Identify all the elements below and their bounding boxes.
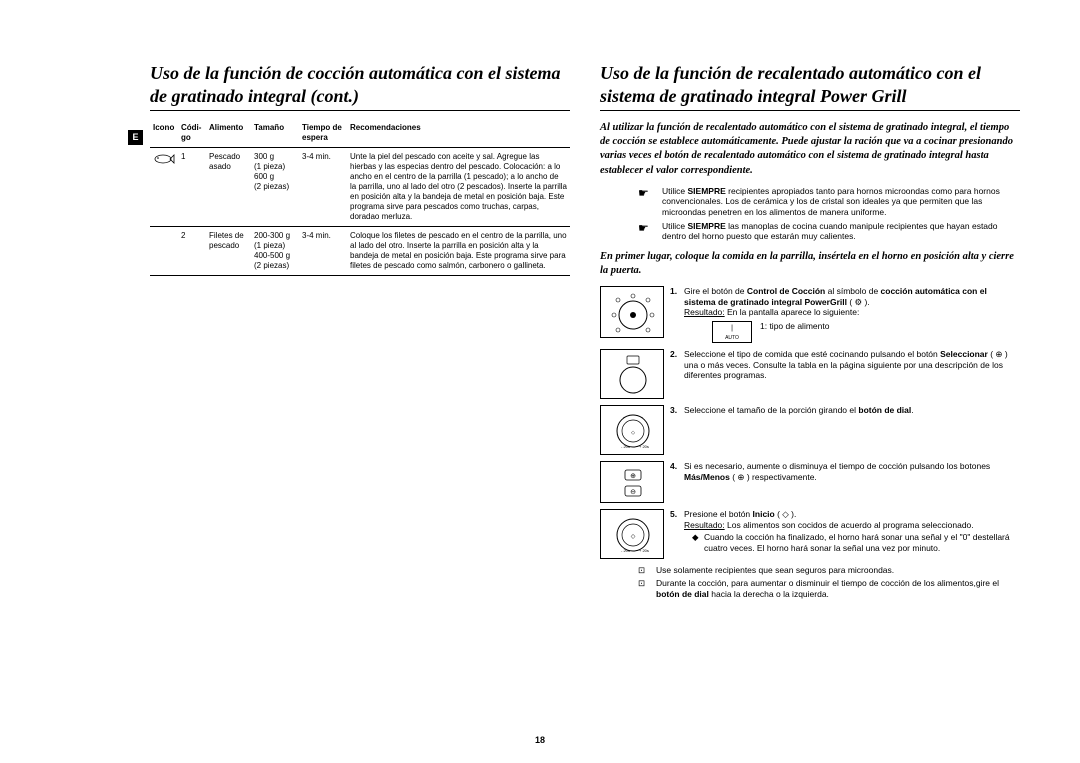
note-symbol-icon: ⊡ — [638, 578, 656, 600]
diamond-icon: ◆ — [692, 532, 704, 553]
th-recomendaciones: Recomendaciones — [347, 121, 570, 148]
cell-time: 3-4 min. — [299, 148, 347, 227]
warning-bullets: ☛ Utilice SIEMPRE recipientes apropiados… — [638, 186, 1020, 242]
table-row: 1 Pescado asado 300 g (1 pieza) 600 g (2… — [150, 148, 570, 227]
note-text: Use solamente recipientes que sean segur… — [656, 565, 1020, 576]
step-row: ◇ - 20s + 20s 3. Seleccione el tamaño de… — [600, 405, 1020, 455]
svg-text:◇: ◇ — [631, 534, 636, 540]
language-tab: E — [128, 130, 143, 145]
cell-food: Pescado asado — [206, 148, 251, 227]
th-icono: Icono — [150, 121, 178, 148]
right-column: Uso de la función de recalentado automát… — [600, 62, 1020, 602]
footer-notes: ⊡ Use solamente recipientes que sean seg… — [638, 565, 1020, 600]
step-illustration: ◇ - 20s + 20s — [600, 509, 670, 559]
steps-list: 1. Gire el botón de Control de Cocción a… — [600, 286, 1020, 559]
sub-bullet: ◆ Cuando la cocción ha finalizado, el ho… — [692, 532, 1020, 553]
cell-icon — [150, 148, 178, 227]
th-alimento: Alimento — [206, 121, 251, 148]
cell-time: 3-4 min. — [299, 227, 347, 276]
step-row: 2. Seleccione el tipo de comida que esté… — [600, 349, 1020, 399]
svg-text:⊕: ⊕ — [630, 473, 636, 480]
svg-text:◇: ◇ — [631, 430, 635, 436]
intro2-paragraph: En primer lugar, coloque la comida en la… — [600, 250, 1020, 278]
note-text: Durante la cocción, para aumentar o dism… — [656, 578, 1020, 600]
cell-food: Filetes de pescado — [206, 227, 251, 276]
bullet-text: Utilice SIEMPRE las manoplas de cocina c… — [662, 221, 1020, 242]
hand-right-icon: ☛ — [638, 186, 662, 218]
cell-icon — [150, 227, 178, 276]
step-illustration: ◇ - 20s + 20s — [600, 405, 670, 455]
right-section-title: Uso de la función de recalentado automát… — [600, 62, 1020, 111]
start-dial-icon: ◇ - 20s + 20s — [605, 514, 661, 556]
step-illustration — [600, 286, 670, 343]
table-row: 2 Filetes de pescado 200-300 g (1 pieza)… — [150, 227, 570, 276]
step-text: Gire el botón de Control de Cocción al s… — [684, 286, 1020, 343]
step-illustration — [600, 349, 670, 399]
svg-text:- 20s: - 20s — [621, 548, 630, 553]
note-item: ⊡ Use solamente recipientes que sean seg… — [638, 565, 1020, 576]
page-number: 18 — [0, 735, 1080, 745]
step-text: Seleccione el tipo de comida que esté co… — [684, 349, 1020, 399]
step-number: 3. — [670, 405, 684, 455]
button-illustration-icon — [605, 354, 661, 396]
cooking-table: Icono Códi-go Alimento Tamaño Tiempo de … — [150, 121, 570, 276]
step-text: Si es necesario, aumente o disminuya el … — [684, 461, 1020, 503]
cell-size: 200-300 g (1 pieza) 400-500 g (2 piezas) — [251, 227, 299, 276]
dial-icon — [604, 290, 662, 336]
note-item: ⊡ Durante la cocción, para aumentar o di… — [638, 578, 1020, 600]
svg-text:+ 20s: + 20s — [639, 548, 649, 553]
cell-rec: Coloque los filetes de pescado en el cen… — [347, 227, 570, 276]
fish-icon — [153, 152, 175, 168]
step-row: 1. Gire el botón de Control de Cocción a… — [600, 286, 1020, 343]
svg-text:⊖: ⊖ — [630, 489, 636, 496]
hand-right-icon: ☛ — [638, 221, 662, 242]
step-number: 1. — [670, 286, 684, 343]
th-tamano: Tamaño — [251, 121, 299, 148]
step-number: 5. — [670, 509, 684, 559]
step-number: 4. — [670, 461, 684, 503]
cell-code: 2 — [178, 227, 206, 276]
intro-paragraph: Al utilizar la función de recalentado au… — [600, 121, 1020, 178]
cell-rec: Unte la piel del pescado con aceite y sa… — [347, 148, 570, 227]
step-text: Seleccione el tamaño de la porción giran… — [684, 405, 1020, 455]
cell-size: 300 g (1 pieza) 600 g (2 piezas) — [251, 148, 299, 227]
bullet-text: Utilice SIEMPRE recipientes apropiados t… — [662, 186, 1020, 218]
dial-knob-icon: ◇ - 20s + 20s — [605, 410, 661, 452]
step-row: ⊕ ⊖ 4. Si es necesario, aumente o dismin… — [600, 461, 1020, 503]
cell-code: 1 — [178, 148, 206, 227]
display-icon: |AUTO — [712, 321, 752, 343]
step-illustration: ⊕ ⊖ — [600, 461, 670, 503]
step-text: Presione el botón Inicio ( ◇ ). Resultad… — [684, 509, 1020, 559]
step-number: 2. — [670, 349, 684, 399]
svg-text:+ 20s: + 20s — [639, 444, 649, 449]
note-symbol-icon: ⊡ — [638, 565, 656, 576]
left-section-title: Uso de la función de cocción automática … — [150, 62, 570, 111]
plus-minus-icon: ⊕ ⊖ — [605, 466, 661, 500]
th-tiempo: Tiempo de espera — [299, 121, 347, 148]
th-codigo: Códi-go — [178, 121, 206, 148]
step-row: ◇ - 20s + 20s 5. Presione el botón Inici… — [600, 509, 1020, 559]
bullet-item: ☛ Utilice SIEMPRE las manoplas de cocina… — [638, 221, 1020, 242]
left-column: E Uso de la función de cocción automátic… — [150, 62, 570, 602]
svg-text:- 20s: - 20s — [621, 444, 630, 449]
bullet-item: ☛ Utilice SIEMPRE recipientes apropiados… — [638, 186, 1020, 218]
